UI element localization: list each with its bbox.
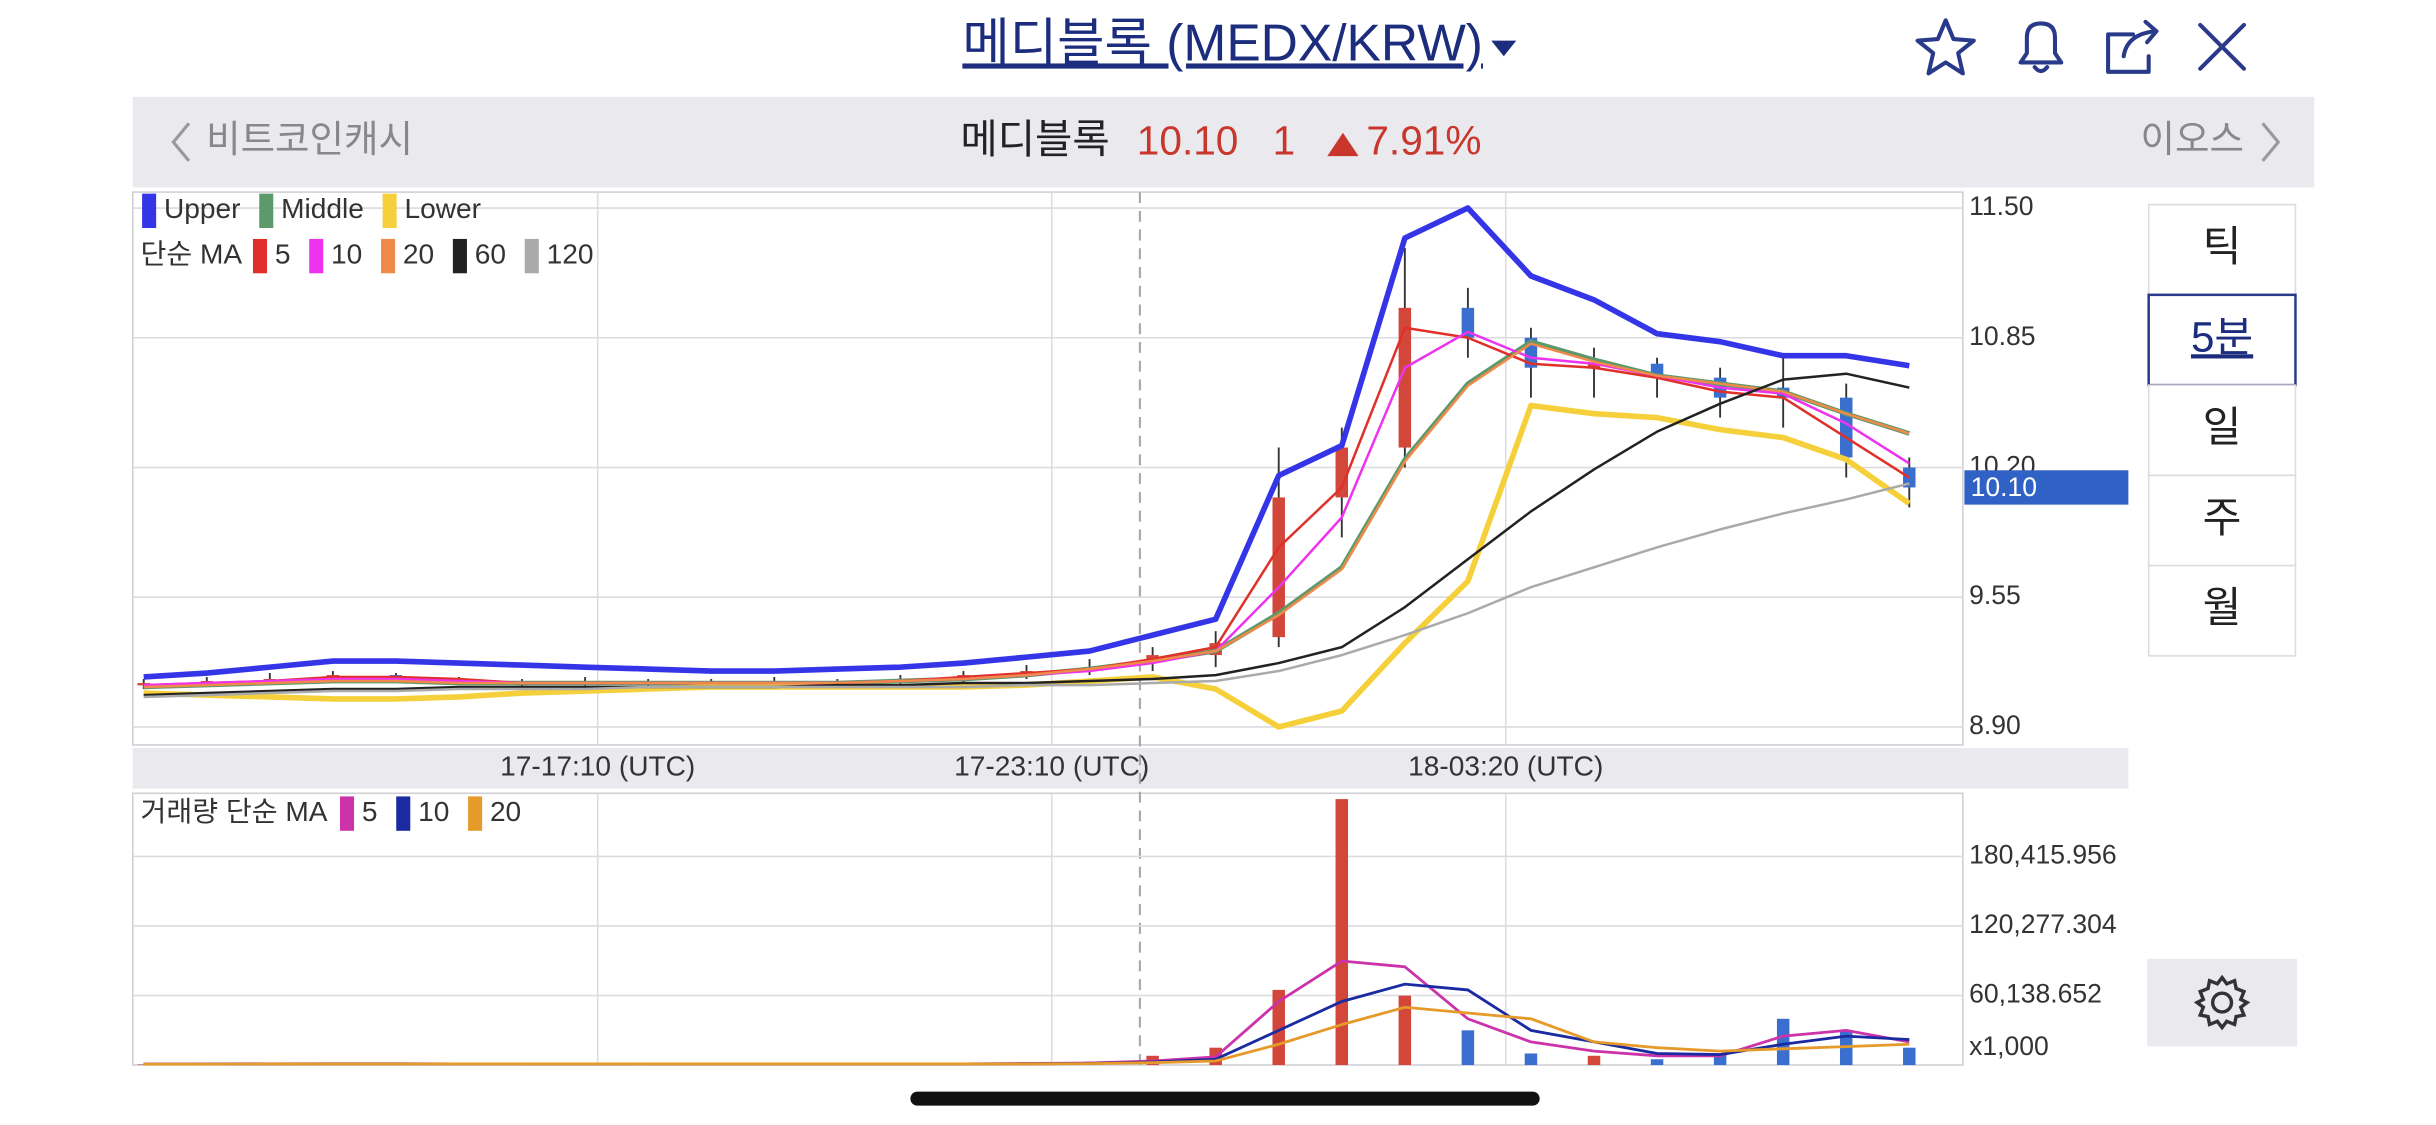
market-price: 10.10 bbox=[1137, 117, 1239, 163]
legend-swatch bbox=[309, 238, 324, 274]
x-tick-label: 17-23:10 (UTC) bbox=[954, 751, 1149, 782]
prev-market[interactable]: 비트코인캐시 bbox=[206, 118, 413, 160]
alarm-icon[interactable] bbox=[2018, 21, 2064, 74]
candle-body bbox=[1398, 307, 1412, 448]
volume-bar bbox=[1524, 1053, 1538, 1066]
indicator-line bbox=[143, 330, 1910, 687]
legend-title: 단순 MA bbox=[141, 239, 243, 270]
up-triangle bbox=[1327, 132, 1359, 157]
y-tick-label: 10.85 bbox=[1969, 321, 2035, 351]
legend-swatch bbox=[142, 193, 157, 228]
share-icon[interactable] bbox=[2106, 19, 2159, 74]
interval-label[interactable]: 일 bbox=[2203, 404, 2242, 451]
page-title[interactable]: 메디블록 (MEDX/KRW) bbox=[962, 13, 1483, 71]
x-tick-label: 18-03:20 (UTC) bbox=[1408, 751, 1603, 782]
interval-button[interactable] bbox=[2147, 474, 2297, 567]
dropdown-arrow[interactable] bbox=[1491, 40, 1517, 57]
time-axis-band bbox=[132, 748, 2129, 789]
volume-bar bbox=[1461, 1030, 1475, 1066]
interval-label[interactable]: 틱 bbox=[2203, 223, 2242, 270]
legend-swatch bbox=[252, 238, 268, 274]
volume-bar bbox=[1335, 799, 1349, 1066]
y-tick-label: 11.50 bbox=[1969, 191, 2033, 221]
volume-bar bbox=[1713, 1053, 1727, 1066]
legend-label: 5 bbox=[362, 796, 378, 827]
y-tick-label: 180,415.956 bbox=[1969, 839, 2117, 869]
volume-bar bbox=[1587, 1055, 1601, 1066]
candle-body bbox=[1335, 447, 1349, 498]
market-name: 메디블록 bbox=[960, 116, 1109, 162]
ticker-bar bbox=[132, 96, 2315, 188]
interval-button[interactable] bbox=[2147, 564, 2297, 657]
candle-body bbox=[1272, 497, 1285, 638]
indicator-line bbox=[143, 342, 1910, 689]
settings-button[interactable] bbox=[2147, 958, 2298, 1047]
indicator-line bbox=[143, 339, 1910, 690]
x-tick-label: 17-17:10 (UTC) bbox=[500, 751, 695, 782]
interval-label[interactable]: 주 bbox=[2203, 494, 2242, 541]
prev-arrow[interactable] bbox=[171, 122, 191, 162]
legend-label: 60 bbox=[475, 239, 506, 270]
market-change-pct: 7.91% bbox=[1366, 117, 1481, 163]
settings-icon[interactable] bbox=[2193, 974, 2251, 1031]
interval-button[interactable] bbox=[2147, 384, 2297, 477]
legend-swatch bbox=[524, 238, 539, 274]
last-price-label: 10.10 bbox=[1971, 472, 2037, 502]
price-frame bbox=[131, 191, 1964, 746]
volume-bar bbox=[1398, 995, 1412, 1066]
price-chart: 17-17:10 (UTC) 17-23:10 (UTC) 18-03:20 (UT… bbox=[132, 191, 2129, 782]
market-change: 1 bbox=[1273, 117, 1296, 163]
legend-label: Lower bbox=[404, 193, 481, 224]
favorite-icon[interactable] bbox=[1915, 18, 1976, 76]
legend-swatch bbox=[340, 796, 355, 831]
volume-bar bbox=[1650, 1059, 1664, 1066]
candle-body bbox=[1461, 307, 1475, 338]
legend-swatch bbox=[259, 193, 274, 228]
interval-label[interactable]: 5분 bbox=[2191, 313, 2253, 360]
close-icon[interactable] bbox=[2198, 22, 2246, 71]
next-arrow[interactable] bbox=[2261, 122, 2281, 162]
legend-swatch bbox=[396, 796, 411, 831]
legend-swatch bbox=[468, 796, 483, 831]
indicator-line bbox=[143, 205, 1910, 680]
indicator-line bbox=[143, 326, 1910, 687]
legend-title: 거래량 단순 MA bbox=[141, 796, 328, 827]
y-tick-label: 60,138.652 bbox=[1969, 979, 2102, 1009]
interval-button[interactable] bbox=[2147, 293, 2297, 387]
volume-bar bbox=[1903, 1047, 1916, 1066]
legend-swatch bbox=[381, 238, 396, 274]
legend-label: 20 bbox=[490, 796, 521, 827]
legend-label: 10 bbox=[331, 239, 362, 270]
indicator-line bbox=[143, 482, 1910, 699]
legend-label: 10 bbox=[418, 796, 449, 827]
legend-swatch bbox=[452, 238, 467, 274]
interval-label[interactable]: 월 bbox=[2203, 584, 2242, 631]
legend-label: Middle bbox=[281, 193, 364, 224]
indicator-line bbox=[143, 372, 1910, 697]
last-price-tag bbox=[1964, 470, 2129, 505]
legend-label: 5 bbox=[275, 239, 291, 270]
volume-chart: 60,138.652 120,277.304 180,415.956 x1,000 거래… bbox=[132, 793, 2117, 1066]
y-tick-label: 9.55 bbox=[1969, 580, 2021, 610]
volume-bar bbox=[1776, 1018, 1790, 1066]
legend-swatch bbox=[382, 193, 397, 228]
volume-frame bbox=[131, 792, 1964, 1066]
volume-ma-line bbox=[143, 959, 1910, 1066]
y-tick-label: 120,277.304 bbox=[1969, 909, 2117, 939]
unit-label: x1,000 bbox=[1969, 1031, 2049, 1061]
legend-label: Upper bbox=[164, 193, 241, 224]
volume-ma-line bbox=[143, 1005, 1910, 1066]
legend-label: 20 bbox=[403, 239, 434, 270]
y-tick-label: 8.90 bbox=[1969, 710, 2021, 740]
candle-body bbox=[1587, 363, 1601, 368]
next-market[interactable]: 이오스 bbox=[2141, 118, 2244, 160]
home-indicator bbox=[910, 1091, 1540, 1106]
legend-label: 120 bbox=[547, 239, 594, 270]
